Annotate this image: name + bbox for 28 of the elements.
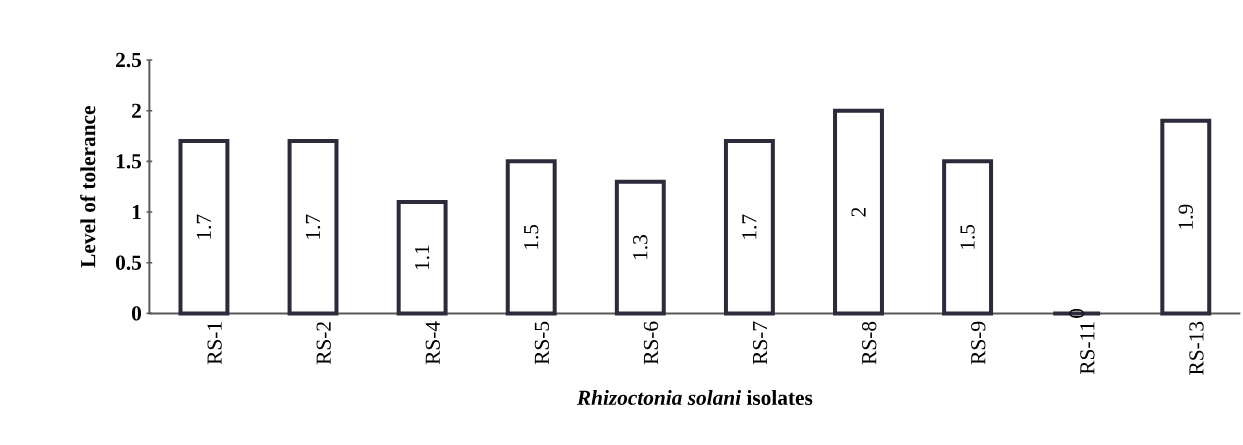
x-axis-title: Rhizoctonia solani isolates (576, 389, 813, 405)
data-label: 2 (851, 207, 866, 217)
data-label: 1.5 (524, 224, 539, 249)
y-axis-title: Level of tolerance (80, 105, 96, 268)
x-tick-label: RS-5 (534, 321, 550, 365)
x-tick-label: RS-13 (1189, 321, 1204, 375)
y-tick-label: 0 (131, 306, 142, 321)
x-tick-label: RS-2 (316, 321, 331, 365)
data-label: 1.9 (1178, 204, 1193, 229)
x-tick-label: RS-4 (425, 321, 440, 365)
data-label: 0 (1069, 308, 1084, 318)
data-label: 1.7 (196, 214, 212, 239)
y-tick-label: 0.5 (115, 255, 142, 270)
data-label: 1.7 (742, 214, 757, 239)
data-label: 1.7 (305, 214, 321, 239)
data-label: 1.1 (414, 245, 430, 269)
x-tick-label: RS-11 (1080, 322, 1095, 374)
x-tick-label: RS-7 (752, 321, 768, 365)
x-tick-label: RS-9 (971, 321, 986, 365)
x-tick-label: RS-1 (207, 322, 222, 365)
y-tick-label: 2 (132, 103, 141, 118)
data-label: 1.5 (960, 224, 975, 249)
y-tick-label: 1 (132, 204, 141, 219)
x-tick-label: RS-6 (643, 321, 659, 365)
y-tick-label: 1.5 (116, 153, 142, 169)
x-tick-label: RS-8 (861, 321, 877, 365)
data-label: 1.3 (633, 234, 648, 259)
y-tick-label: 2.5 (116, 52, 142, 67)
